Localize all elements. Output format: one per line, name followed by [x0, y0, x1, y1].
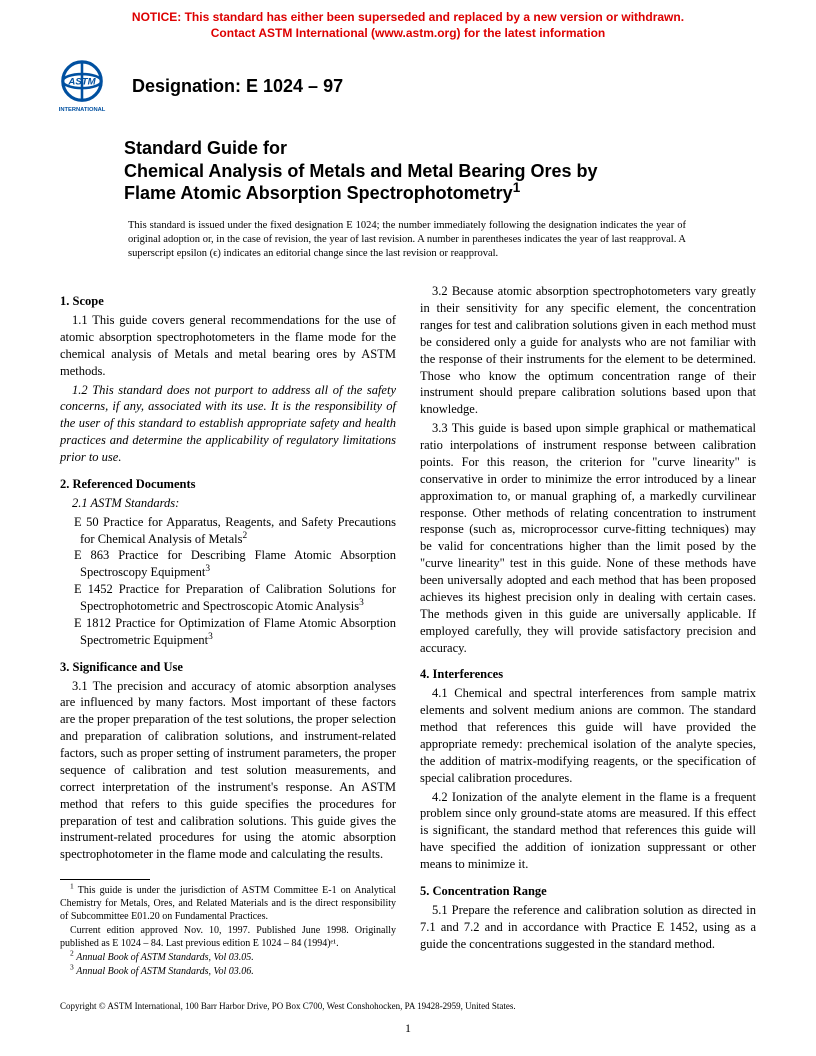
- section-3-head: 3. Significance and Use: [60, 659, 396, 676]
- p-4-2: 4.2 Ionization of the analyte element in…: [420, 789, 756, 873]
- p-4-1: 4.1 Chemical and spectral interferences …: [420, 685, 756, 786]
- title-line2: Chemical Analysis of Metals and Metal Be…: [124, 160, 726, 183]
- ref-e1452: E 1452 Practice for Preparation of Calib…: [74, 581, 396, 615]
- designation-label: Designation: E 1024 – 97: [132, 68, 343, 98]
- footnotes: 1 This guide is under the jurisdiction o…: [60, 879, 396, 978]
- header: ASTM INTERNATIONAL Designation: E 1024 –…: [0, 47, 816, 115]
- right-column: 3.2 Because atomic absorption spectropho…: [420, 283, 756, 979]
- astm-logo: ASTM INTERNATIONAL: [50, 51, 114, 115]
- ref-e863: E 863 Practice for Describing Flame Atom…: [74, 547, 396, 581]
- body-columns: 1. Scope 1.1 This guide covers general r…: [0, 261, 816, 979]
- issue-note: This standard is issued under the fixed …: [0, 211, 816, 262]
- ref-e1812: E 1812 Practice for Optimization of Flam…: [74, 615, 396, 649]
- p-3-1: 3.1 The precision and accuracy of atomic…: [60, 678, 396, 864]
- title-block: Standard Guide for Chemical Analysis of …: [0, 115, 816, 211]
- svg-text:INTERNATIONAL: INTERNATIONAL: [59, 107, 106, 113]
- title-line3: Flame Atomic Absorption Spectrophotometr…: [124, 182, 726, 205]
- section-5-head: 5. Concentration Range: [420, 883, 756, 900]
- p-2-1: 2.1 ASTM Standards:: [60, 495, 396, 512]
- copyright: Copyright © ASTM International, 100 Barr…: [60, 1000, 756, 1012]
- left-column: 1. Scope 1.1 This guide covers general r…: [60, 283, 396, 979]
- fn-2: 2 Annual Book of ASTM Standards, Vol 03.…: [60, 951, 396, 964]
- p-1-1: 1.1 This guide covers general recommenda…: [60, 312, 396, 380]
- svg-text:ASTM: ASTM: [67, 76, 96, 87]
- section-2-head: 2. Referenced Documents: [60, 476, 396, 493]
- title-line1: Standard Guide for: [124, 137, 726, 160]
- notice-line2: Contact ASTM International (www.astm.org…: [211, 26, 605, 40]
- p-3-2: 3.2 Because atomic absorption spectropho…: [420, 283, 756, 418]
- section-4-head: 4. Interferences: [420, 666, 756, 683]
- p-3-3: 3.3 This guide is based upon simple grap…: [420, 420, 756, 656]
- page-number: 1: [0, 1020, 816, 1036]
- p-5-1: 5.1 Prepare the reference and calibratio…: [420, 902, 756, 953]
- section-1-head: 1. Scope: [60, 293, 396, 310]
- footnotes-rule: [60, 879, 150, 880]
- ref-list: E 50 Practice for Apparatus, Reagents, a…: [60, 514, 396, 649]
- ref-e50: E 50 Practice for Apparatus, Reagents, a…: [74, 514, 396, 548]
- fn-1: 1 This guide is under the jurisdiction o…: [60, 884, 396, 923]
- p-1-2: 1.2 This standard does not purport to ad…: [60, 382, 396, 466]
- fn-1b: Current edition approved Nov. 10, 1997. …: [60, 924, 396, 950]
- fn-3: 3 Annual Book of ASTM Standards, Vol 03.…: [60, 965, 396, 978]
- notice-banner: NOTICE: This standard has either been su…: [0, 0, 816, 47]
- notice-line1: NOTICE: This standard has either been su…: [132, 10, 684, 24]
